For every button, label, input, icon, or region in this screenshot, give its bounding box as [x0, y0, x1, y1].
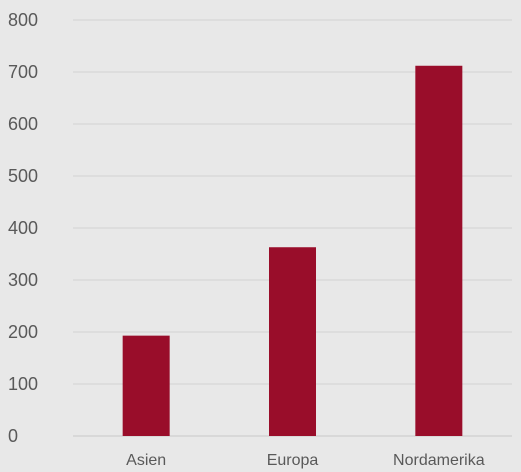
x-category-label: Europa: [267, 452, 319, 469]
y-tick-label: 0: [8, 426, 18, 446]
y-tick-label: 700: [8, 62, 38, 82]
y-tick-label: 300: [8, 270, 38, 290]
y-tick-label: 600: [8, 114, 38, 134]
y-tick-label: 400: [8, 218, 38, 238]
x-category-label: Asien: [126, 452, 166, 469]
y-tick-label: 500: [8, 166, 38, 186]
y-tick-label: 800: [8, 10, 38, 30]
y-tick-label: 100: [8, 374, 38, 394]
x-category-label: Nordamerika: [393, 452, 485, 469]
bar-asien: [122, 335, 170, 436]
y-tick-label: 200: [8, 322, 38, 342]
x-axis-categories: Asien Europa Nordamerika: [126, 452, 485, 469]
bar-nordamerika: [415, 65, 463, 436]
bars: [122, 65, 463, 436]
bar-europa: [269, 247, 316, 436]
y-axis-ticks: 0 100 200 300 400 500 600 700 800: [8, 10, 38, 446]
